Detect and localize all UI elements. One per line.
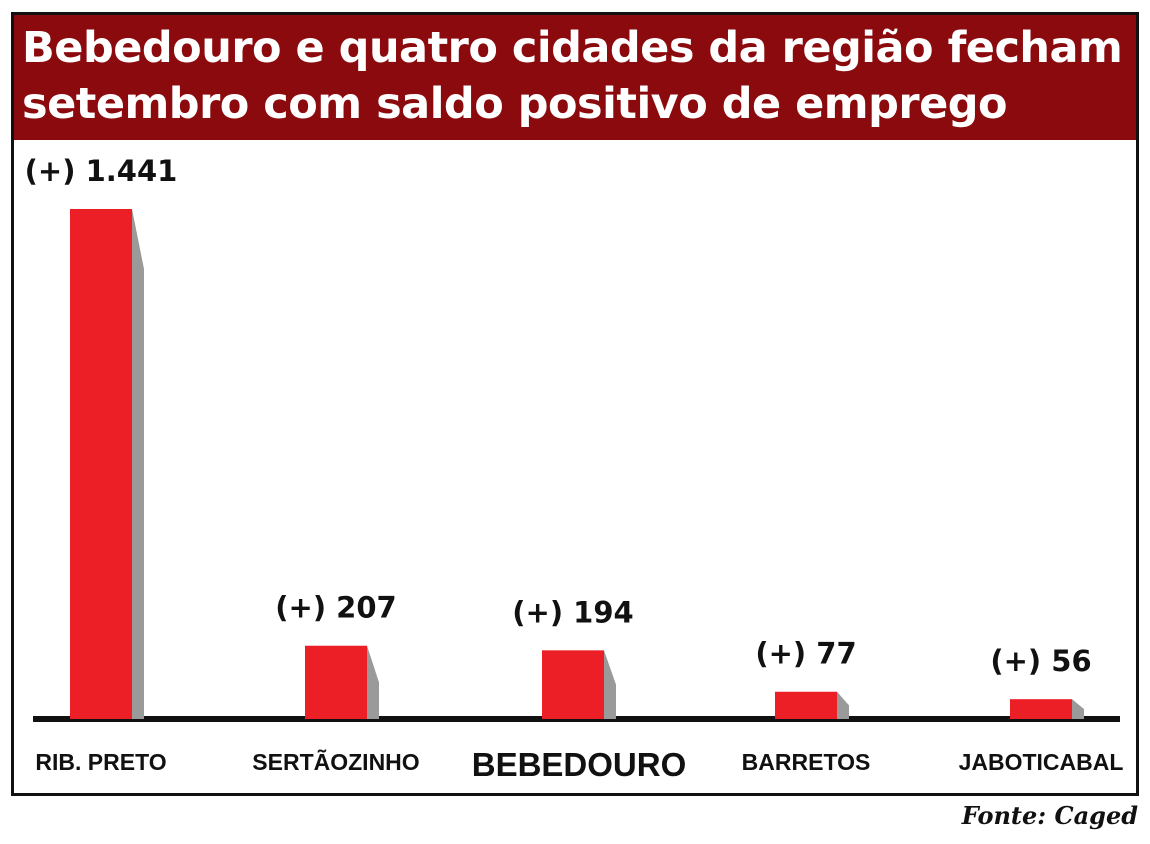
category-label-barretos: BARRETOS: [742, 749, 871, 775]
bar-sert-ozinho: [305, 645, 367, 719]
bar-shadow-rib-preto: [132, 209, 144, 719]
category-label-sert-ozinho: SERTÃOZINHO: [252, 748, 419, 775]
title-band: [14, 15, 1136, 140]
data-label-jaboticabal: (+) 56: [990, 644, 1091, 678]
data-label-sert-ozinho: (+) 207: [275, 591, 396, 625]
bar-barretos: [775, 691, 837, 719]
chart-title: Bebedouro e quatro cidades da região fec…: [22, 23, 1123, 129]
category-label-bebedouro: BEBEDOURO: [472, 746, 687, 783]
data-label-bebedouro: (+) 194: [512, 595, 633, 629]
bar-shadow-sert-ozinho: [367, 645, 379, 719]
bar-bebedouro: [542, 650, 604, 719]
bars-layer: (+) 1.441 RIB. PRETO (+) 207 SERTÃOZINHO (+)…: [25, 154, 1124, 783]
category-label-jaboticabal: JABOTICABAL: [959, 749, 1124, 775]
data-label-barretos: (+) 77: [755, 637, 856, 671]
bar-shadow-barretos: [837, 691, 849, 719]
source-note: Fonte: Caged: [961, 801, 1138, 830]
bar-jaboticabal: [1010, 699, 1072, 719]
bar-shadow-jaboticabal: [1072, 699, 1084, 719]
bar-shadow-bebedouro: [604, 650, 616, 719]
category-label-rib-preto: RIB. PRETO: [35, 749, 166, 775]
bar-rib-preto: [70, 209, 132, 719]
data-label-rib-preto: (+) 1.441: [25, 154, 178, 188]
